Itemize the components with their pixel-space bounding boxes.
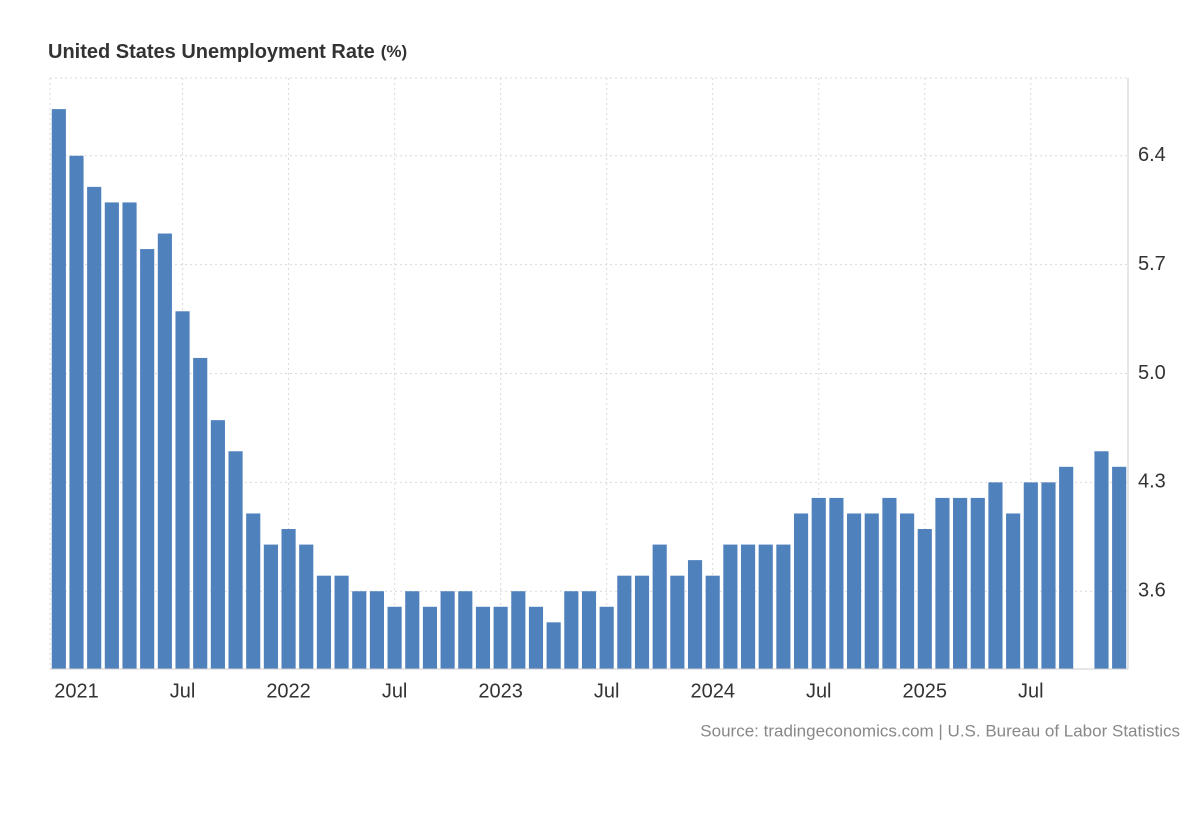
bar	[670, 575, 685, 669]
bar	[864, 513, 879, 669]
bar	[1059, 466, 1074, 669]
bar	[988, 482, 1003, 669]
y-tick-label: 3.6	[1138, 580, 1166, 602]
bar	[935, 497, 950, 669]
bar	[829, 497, 844, 669]
title-unit: (%)	[381, 42, 407, 61]
bar	[564, 591, 579, 669]
bar	[140, 249, 155, 669]
bar	[352, 591, 367, 669]
bar	[599, 606, 614, 669]
bar	[316, 575, 331, 669]
bar	[458, 591, 473, 669]
bar	[847, 513, 862, 669]
bar	[970, 497, 985, 669]
x-tick-label: Jul	[382, 680, 408, 702]
bar	[51, 109, 66, 669]
bar	[369, 591, 385, 669]
bar	[793, 513, 809, 669]
x-tick-label: 2023	[478, 680, 523, 702]
bar	[334, 575, 349, 669]
bar	[917, 529, 932, 669]
bar	[387, 606, 402, 669]
bar	[1006, 513, 1021, 669]
bar	[493, 606, 508, 669]
bar	[422, 606, 438, 669]
bar	[263, 544, 278, 669]
bar	[528, 606, 544, 669]
bar	[811, 497, 826, 669]
bar	[104, 202, 119, 669]
y-tick-label: 5.7	[1138, 253, 1166, 275]
bar	[193, 357, 208, 669]
bar	[617, 575, 632, 669]
bar	[299, 544, 314, 669]
chart-title: United States Unemployment Rate (%)	[48, 41, 407, 63]
y-tick-label: 4.3	[1138, 471, 1166, 493]
bar	[740, 544, 756, 669]
bar	[281, 529, 296, 669]
bar	[1023, 482, 1038, 669]
x-tick-label: Jul	[1018, 680, 1044, 702]
x-tick-label: 2024	[690, 680, 735, 702]
x-tick-label: Jul	[806, 680, 832, 702]
x-tick-label: 2022	[266, 680, 311, 702]
bar	[1041, 482, 1056, 669]
x-tick-label: 2021	[54, 680, 99, 702]
bar	[157, 233, 172, 670]
x-tick-label: Jul	[170, 680, 196, 702]
bar	[475, 606, 491, 669]
bar	[776, 544, 791, 669]
bar	[882, 497, 897, 669]
bar	[246, 513, 261, 669]
bar	[1112, 466, 1127, 669]
bar	[900, 513, 915, 669]
bar	[652, 544, 667, 669]
bar	[511, 591, 526, 669]
bar	[440, 591, 455, 669]
bar	[122, 202, 137, 669]
bar	[723, 544, 738, 669]
x-tick-label: Jul	[594, 680, 620, 702]
bar	[87, 186, 102, 670]
bar	[210, 420, 225, 669]
bar	[687, 560, 703, 669]
bar	[405, 591, 420, 669]
x-tick-label: 2025	[903, 680, 948, 702]
y-tick-label: 6.4	[1138, 144, 1166, 166]
bar	[634, 575, 650, 669]
bar	[228, 451, 243, 669]
bar	[69, 155, 84, 669]
bar	[705, 575, 720, 669]
bar	[953, 497, 968, 669]
y-tick-label: 5.0	[1138, 362, 1166, 384]
title-text: United States Unemployment Rate	[48, 41, 375, 63]
bar	[1094, 451, 1109, 669]
bar	[546, 622, 561, 669]
bar	[581, 591, 597, 669]
bar	[175, 311, 190, 669]
bar	[758, 544, 773, 669]
source-note: Source: tradingeconomics.com | U.S. Bure…	[700, 721, 1180, 740]
